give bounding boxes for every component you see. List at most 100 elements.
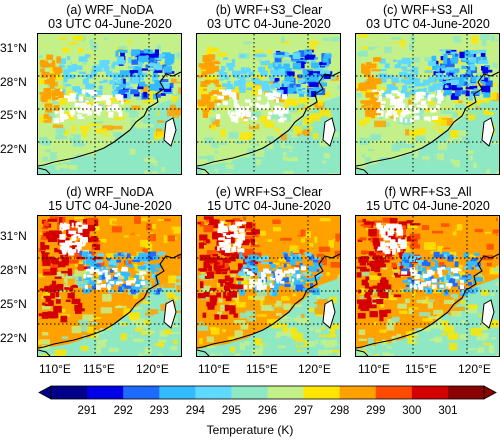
field-cell <box>72 125 77 133</box>
cold-cell <box>109 278 114 282</box>
hot-cell <box>67 293 71 299</box>
cold-cell <box>274 67 279 71</box>
field-cell <box>466 318 473 326</box>
cool-cell <box>414 83 420 87</box>
field-cell <box>60 314 70 318</box>
hainan-coast <box>197 349 210 356</box>
field-cell <box>424 56 437 62</box>
field-cell <box>407 223 418 229</box>
field-cell <box>168 275 176 283</box>
cloud-mask <box>133 277 137 282</box>
cold-cell <box>289 83 294 88</box>
field-cell <box>96 340 107 348</box>
cool-cell <box>401 66 407 70</box>
field-cell <box>148 107 159 115</box>
cold-cell <box>309 282 314 289</box>
warm-cell <box>200 81 208 88</box>
field-cell <box>329 58 336 64</box>
sea-area <box>38 96 181 174</box>
taiwan-island <box>481 299 495 329</box>
field-cell <box>120 333 127 341</box>
cloud-mask <box>389 239 396 244</box>
warm-cell <box>56 56 61 64</box>
field-cell <box>309 116 321 121</box>
field-cell <box>67 113 75 121</box>
cold-cell <box>448 278 456 284</box>
field-cell <box>131 306 143 310</box>
field-cell <box>309 117 314 124</box>
field-cell <box>359 120 366 126</box>
cloud-mask <box>235 109 239 114</box>
hot-cell <box>369 304 377 309</box>
cool-cell <box>111 90 118 94</box>
field-cell <box>367 148 375 152</box>
cloud-mask <box>230 227 237 232</box>
field-cell <box>392 316 400 323</box>
field-cell <box>429 152 437 161</box>
field-cell <box>433 159 442 168</box>
cloud-mask <box>260 272 265 276</box>
cloud-mask <box>223 101 228 106</box>
cold-cell <box>287 71 295 76</box>
cloud-mask <box>272 277 276 281</box>
field-cell <box>386 281 392 285</box>
hot-cell <box>220 314 228 320</box>
cold-cell <box>131 49 141 55</box>
cold-cell <box>447 255 454 262</box>
colorbar-segment <box>231 386 268 399</box>
field-cell <box>417 109 425 114</box>
cold-cell <box>137 265 143 270</box>
field-cell <box>267 319 279 324</box>
field-cell <box>117 46 127 49</box>
field-cell <box>445 235 452 239</box>
field-cell <box>104 55 113 62</box>
field-cell <box>178 87 181 94</box>
field-cell <box>102 293 112 302</box>
hot-cell <box>74 304 81 311</box>
field-cell <box>412 291 416 299</box>
cold-cell <box>444 89 452 96</box>
field-cell <box>46 96 51 103</box>
warm-cell <box>205 59 213 67</box>
lon-tick: 110°E <box>39 362 71 376</box>
field-cell <box>287 333 295 338</box>
cloud-mask <box>259 285 265 290</box>
cloud-mask <box>391 90 399 94</box>
cloud-mask <box>383 246 386 250</box>
field-cell <box>436 314 442 321</box>
hot-cell <box>202 312 207 318</box>
field-cell <box>169 152 174 158</box>
cool-cell <box>75 93 79 100</box>
warm-cell <box>213 79 219 85</box>
field-cell <box>448 40 454 46</box>
cloud-mask <box>68 230 71 234</box>
field-cell <box>432 153 445 161</box>
field-cell <box>440 333 447 336</box>
cool-cell <box>96 67 103 72</box>
field-cell <box>112 220 120 225</box>
cold-cell <box>463 252 469 259</box>
field-cell <box>255 274 264 281</box>
hot-cell <box>91 246 96 250</box>
cold-cell <box>439 276 444 280</box>
cold-cell <box>457 90 466 95</box>
field-cell <box>232 341 237 345</box>
field-cell <box>434 336 443 343</box>
warm-cell <box>362 68 370 74</box>
cold-cell <box>137 60 143 68</box>
cold-cell <box>88 280 96 285</box>
field-cell <box>74 216 85 220</box>
field-cell <box>495 217 499 221</box>
hot-cell <box>219 248 230 254</box>
field-cell <box>452 36 461 43</box>
cloud-mask <box>396 232 400 236</box>
field-cell <box>153 154 157 158</box>
cloud-mask <box>240 248 245 253</box>
field-cell <box>359 137 370 142</box>
field-cell <box>330 37 340 42</box>
warm-cell <box>202 109 210 113</box>
cloud-mask <box>396 247 401 253</box>
field-cell <box>283 113 291 122</box>
warm-cell <box>203 88 207 91</box>
cloud-mask <box>218 223 222 228</box>
